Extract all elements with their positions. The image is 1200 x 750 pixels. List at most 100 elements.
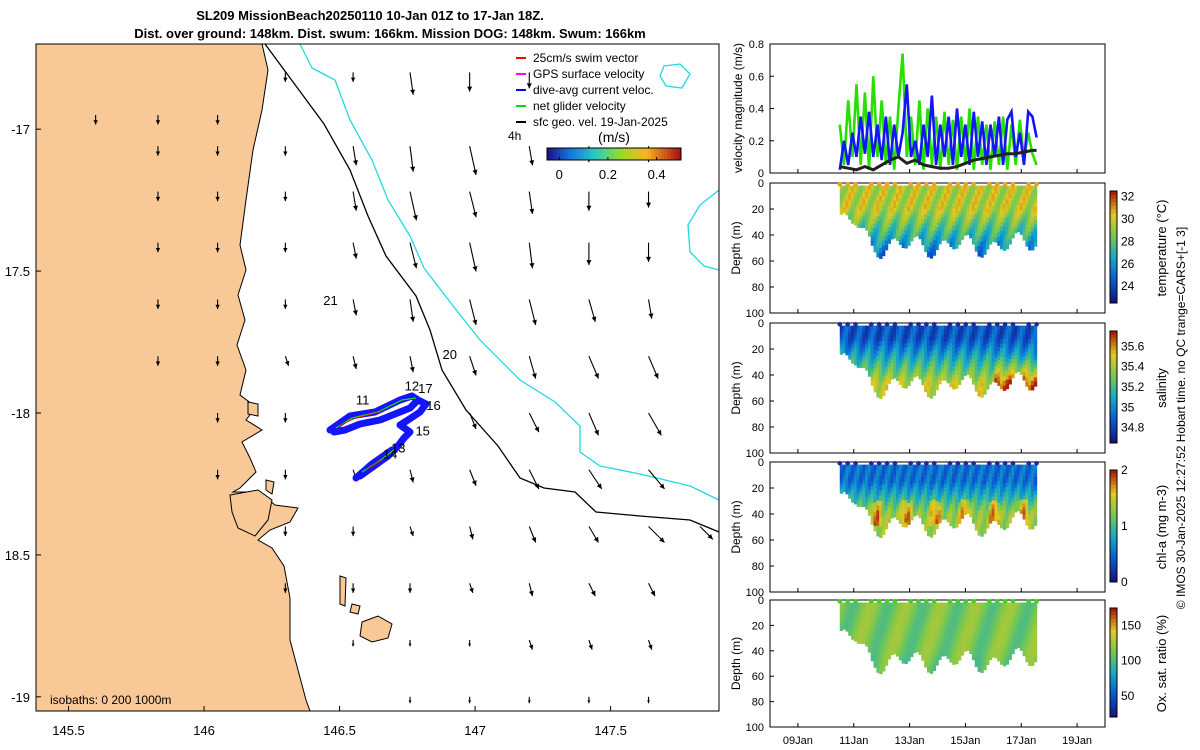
colorbar-frame bbox=[546, 147, 682, 161]
section-cell bbox=[851, 469, 855, 474]
section-cell bbox=[848, 488, 852, 492]
section-cell bbox=[853, 627, 858, 631]
section-cell bbox=[839, 331, 844, 335]
section-cell bbox=[842, 342, 847, 346]
section-cell bbox=[952, 478, 956, 484]
section-cell bbox=[862, 197, 866, 202]
section-cell bbox=[1019, 356, 1024, 361]
section-cell bbox=[865, 639, 869, 644]
section-cell bbox=[929, 335, 934, 342]
section-cell bbox=[1025, 355, 1029, 361]
section-cell bbox=[873, 349, 877, 355]
section-ytick-label: 0 bbox=[758, 595, 764, 607]
section-cell bbox=[1011, 219, 1015, 224]
section-cell bbox=[918, 628, 922, 633]
section-cell bbox=[890, 632, 894, 637]
section-cell bbox=[1002, 602, 1007, 608]
section-cell bbox=[971, 514, 976, 520]
section-cell bbox=[983, 325, 987, 332]
velocity-vector-head bbox=[215, 361, 220, 366]
section-cell bbox=[848, 337, 852, 341]
section-cell bbox=[1011, 602, 1015, 607]
section-cell bbox=[941, 236, 945, 241]
section-cell bbox=[1016, 332, 1021, 337]
section-cell bbox=[997, 606, 1001, 612]
section-cell bbox=[845, 481, 849, 484]
section-cell bbox=[870, 464, 875, 470]
section-cell bbox=[971, 510, 976, 516]
section-cell bbox=[865, 621, 869, 625]
section-cell bbox=[887, 214, 892, 220]
section-cell bbox=[991, 229, 996, 235]
section-cell bbox=[865, 204, 869, 209]
section-cell bbox=[943, 337, 948, 342]
section-cell bbox=[873, 657, 877, 664]
section-cell bbox=[997, 615, 1001, 620]
section-cell bbox=[1025, 377, 1029, 383]
section-cell bbox=[966, 332, 970, 337]
section-cell bbox=[960, 197, 965, 202]
section-colorbar-frame bbox=[1109, 607, 1118, 718]
section-cell bbox=[952, 505, 956, 511]
map-frame bbox=[35, 43, 720, 712]
section-cell bbox=[856, 602, 861, 607]
section-cell bbox=[974, 344, 979, 350]
surface-sample-dot bbox=[1034, 598, 1039, 604]
section-cell bbox=[853, 484, 858, 488]
section-cell bbox=[938, 610, 942, 616]
section-cell bbox=[983, 205, 987, 211]
section-cell bbox=[1016, 358, 1021, 363]
section-cell bbox=[881, 666, 886, 672]
section-cell bbox=[853, 216, 858, 220]
section-cell bbox=[1019, 622, 1024, 627]
section-cell bbox=[994, 221, 998, 227]
section-cell bbox=[890, 643, 894, 648]
section-cell bbox=[859, 212, 863, 217]
section-cell bbox=[1022, 476, 1026, 481]
section-cell bbox=[842, 619, 847, 622]
section-cell bbox=[853, 473, 858, 477]
section-colorbar-cell bbox=[1110, 401, 1117, 407]
section-cell bbox=[910, 193, 914, 199]
section-cell bbox=[929, 195, 934, 202]
section-cell bbox=[994, 649, 998, 655]
section-cell bbox=[893, 211, 897, 217]
section-cell bbox=[915, 613, 920, 618]
section-cell bbox=[876, 505, 880, 512]
section-cell bbox=[924, 464, 928, 470]
section-cell bbox=[907, 368, 911, 374]
section-cell bbox=[856, 337, 861, 342]
section-cell bbox=[1016, 634, 1021, 639]
section-cell bbox=[918, 355, 922, 361]
section-cell bbox=[867, 196, 872, 201]
section-cell bbox=[881, 215, 886, 222]
section-cell bbox=[1008, 497, 1012, 503]
section-cell bbox=[997, 515, 1001, 521]
section-cell bbox=[884, 375, 889, 382]
section-cell bbox=[966, 482, 970, 487]
section-cell bbox=[851, 193, 855, 197]
section-cell bbox=[943, 185, 948, 191]
section-cell bbox=[952, 655, 956, 661]
section-cell bbox=[921, 338, 925, 344]
section-cell bbox=[977, 479, 981, 486]
section-cell bbox=[974, 386, 979, 392]
section-cell bbox=[938, 218, 942, 224]
section-cell bbox=[991, 637, 996, 643]
section-cell bbox=[1005, 602, 1010, 608]
section-cell bbox=[949, 194, 953, 200]
section-cell bbox=[890, 606, 894, 611]
section-cell bbox=[848, 339, 852, 343]
section-cell bbox=[887, 606, 892, 612]
section-cell bbox=[1000, 611, 1004, 617]
section-cell bbox=[955, 464, 959, 470]
section-cell bbox=[988, 358, 993, 364]
velocity-vector-head bbox=[531, 373, 537, 379]
section-cell bbox=[887, 630, 892, 636]
section-cell bbox=[938, 635, 942, 640]
section-colorbar-cell bbox=[1110, 202, 1117, 207]
section-cell bbox=[1028, 217, 1032, 223]
section-cell bbox=[985, 384, 990, 390]
section-colorbar-tick-label: 150 bbox=[1121, 619, 1141, 633]
